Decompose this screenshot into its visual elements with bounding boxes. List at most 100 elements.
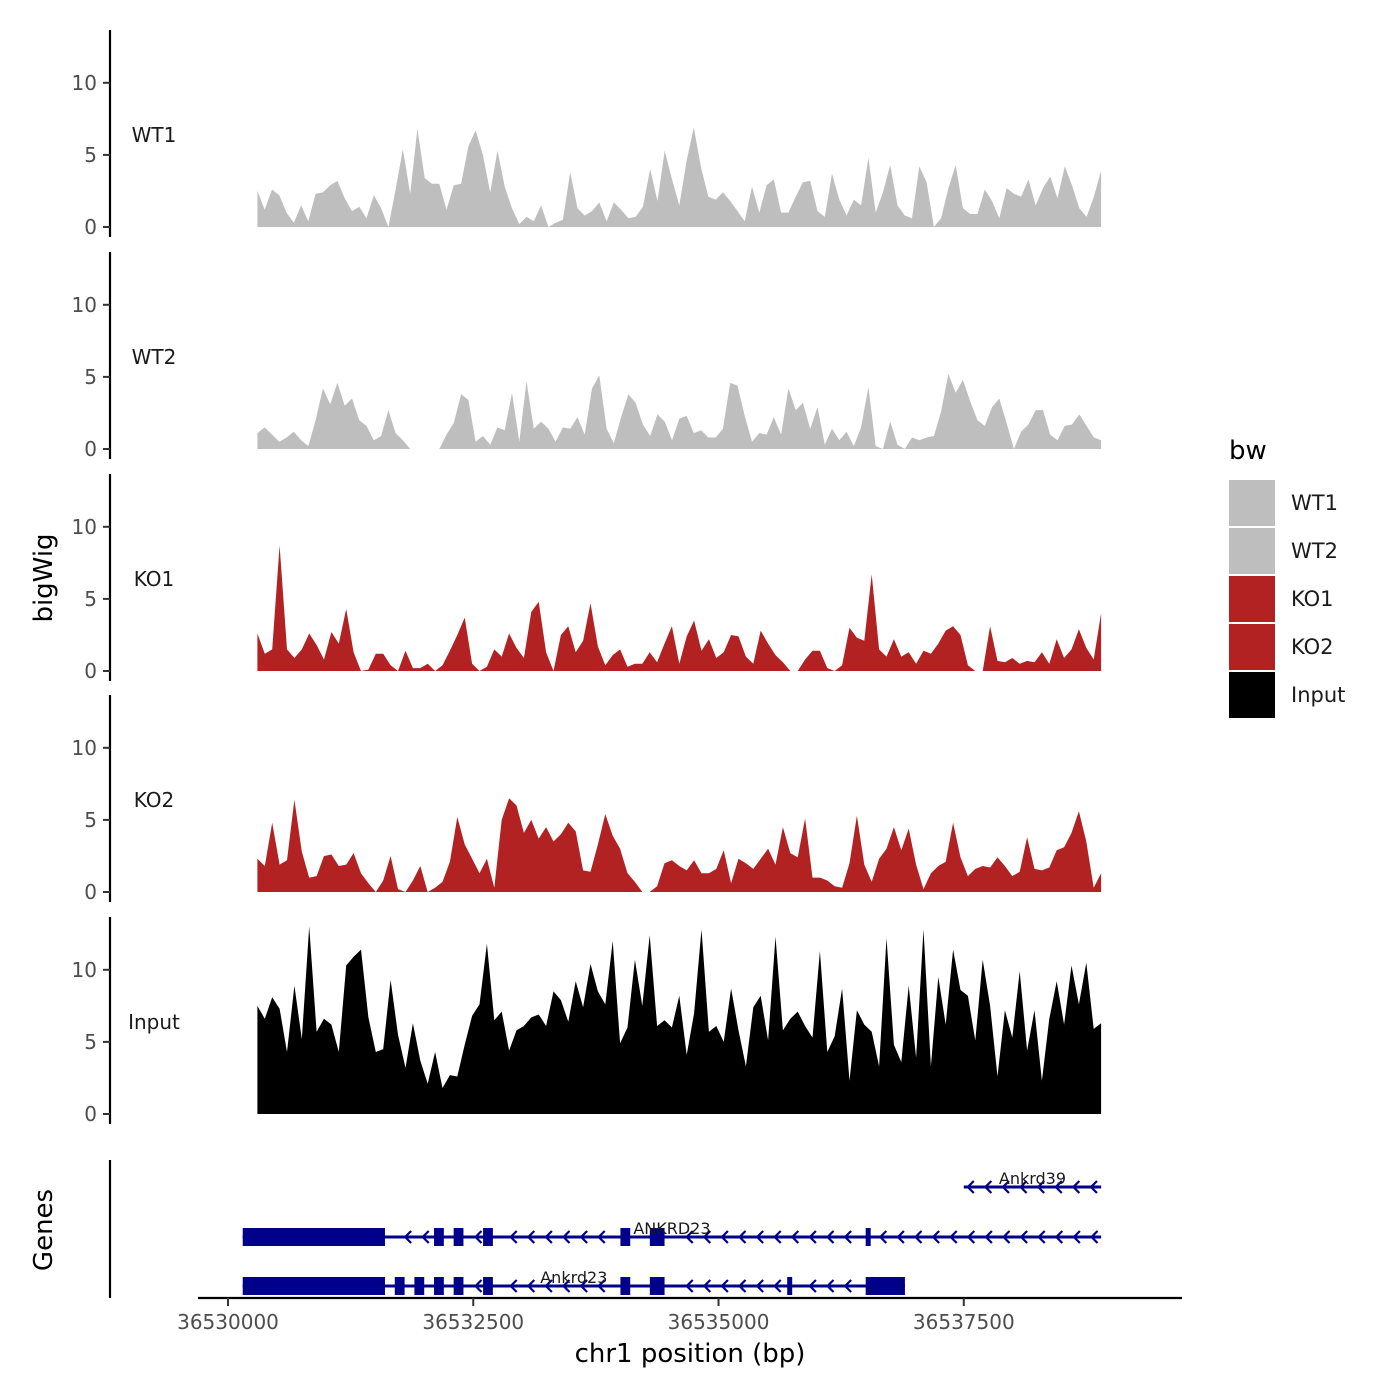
track-ko2: 0 5 10 KO2: [72, 695, 1102, 904]
gene-ankrd39-row1: Ankrd39: [963, 1169, 1102, 1194]
strand-arrow: [1037, 1230, 1046, 1244]
strand-arrow: [685, 1230, 694, 1244]
strand-arrow: [896, 1230, 905, 1244]
exon: [434, 1228, 444, 1246]
strand-arrow: [1089, 1180, 1098, 1194]
strand-arrow: [790, 1230, 800, 1244]
strand-arrow: [702, 1230, 712, 1244]
exon: [865, 1277, 905, 1295]
genes-axis-title: Genes: [29, 1189, 59, 1271]
strand-arrow: [1001, 1230, 1011, 1244]
x-tick-label: 36537500: [913, 1310, 1015, 1334]
y-tick-label: 10: [72, 515, 97, 539]
strand-arrow: [509, 1279, 518, 1293]
strand-arrow: [561, 1279, 571, 1293]
exon: [434, 1277, 444, 1295]
gene-label: Ankrd23: [540, 1268, 607, 1287]
exon: [414, 1277, 425, 1295]
y-tick-label: 10: [72, 293, 97, 317]
y-tick-label: 5: [84, 1030, 97, 1054]
track-wt2: 0 5 10 WT2: [72, 252, 1102, 461]
exon: [620, 1277, 631, 1295]
y-tick-label: 0: [84, 215, 97, 239]
strand-arrow: [579, 1279, 588, 1293]
strand-arrow: [737, 1230, 747, 1244]
strand-arrow: [403, 1230, 412, 1244]
strand-arrow: [825, 1279, 835, 1293]
strand-arrow: [773, 1279, 782, 1293]
exon: [865, 1228, 871, 1246]
strand-arrow: [843, 1230, 852, 1244]
strand-arrow: [685, 1279, 694, 1293]
legend-title: bw: [1229, 436, 1267, 466]
legend-label-ko1: KO1: [1291, 587, 1334, 611]
gene-label: ANKRD23: [633, 1219, 710, 1238]
strand-arrow: [773, 1230, 782, 1244]
strand-arrow: [597, 1279, 606, 1293]
strand-arrow: [878, 1230, 888, 1244]
strand-arrow: [720, 1230, 729, 1244]
strand-arrow: [1036, 1180, 1045, 1194]
exon: [453, 1277, 464, 1295]
legend-swatch-wt1: [1229, 480, 1275, 526]
strand-arrow: [984, 1230, 993, 1244]
strand-arrow: [473, 1230, 483, 1244]
strand-arrow: [1072, 1230, 1081, 1244]
track-label-wt1: WT1: [132, 123, 177, 147]
strand-arrow: [421, 1230, 430, 1244]
strand-arrow: [1071, 1180, 1081, 1194]
x-tick-label: 36530000: [177, 1310, 279, 1334]
gene-track: Ankrd39 ANKRD23 Ankrd23: [108, 1160, 1102, 1298]
strand-arrow: [1054, 1230, 1064, 1244]
exon: [787, 1277, 793, 1295]
track-label-ko2: KO2: [134, 788, 175, 812]
legend-swatch-wt2: [1229, 528, 1275, 574]
exon: [242, 1277, 385, 1295]
strand-arrow: [526, 1279, 536, 1293]
strand-arrow: [544, 1230, 553, 1244]
y-tick-label: 5: [84, 808, 97, 832]
strand-arrow: [702, 1279, 712, 1293]
strand-arrow: [1089, 1230, 1099, 1244]
y-tick-label: 0: [84, 1102, 97, 1126]
legend-label-input: Input: [1291, 683, 1345, 707]
legend-swatch-ko2: [1229, 624, 1275, 670]
strand-arrow: [561, 1230, 571, 1244]
exon: [483, 1228, 493, 1246]
strand-arrow: [755, 1230, 764, 1244]
y-tick-label: 0: [84, 659, 97, 683]
track-label-ko1: KO1: [134, 567, 175, 591]
strand-arrow: [755, 1279, 764, 1293]
exon: [649, 1277, 665, 1295]
y-tick-label: 0: [84, 880, 97, 904]
track-input: 0 5 10 Input: [72, 917, 1102, 1126]
x-axis: 36530000 36532500 36535000 36537500: [177, 1296, 1182, 1334]
x-axis-title: chr1 position (bp): [575, 1339, 806, 1369]
strand-arrow: [949, 1230, 958, 1244]
track-ko1: 0 5 10 KO1: [72, 474, 1102, 683]
strand-arrow: [825, 1230, 835, 1244]
strand-arrow: [544, 1279, 553, 1293]
area-ko1: [257, 545, 1102, 671]
strand-arrow: [966, 1180, 975, 1194]
strand-arrow: [983, 1180, 993, 1194]
strand-arrow: [597, 1230, 606, 1244]
strand-arrow: [1019, 1180, 1028, 1194]
strand-arrow: [843, 1279, 852, 1293]
area-input: [257, 926, 1102, 1114]
y-tick-label: 10: [72, 71, 97, 95]
legend-swatch-input: [1229, 672, 1275, 718]
bigwig-tracks: 0 5 10 WT1 0 5 10 WT2 0 5 10 KO1 0 5 10 KO2 0 5 10 Input: [72, 30, 1102, 1126]
strand-arrow: [737, 1279, 747, 1293]
y-tick-label: 0: [84, 437, 97, 461]
gene-ankrd23-row2: ANKRD23: [242, 1219, 1102, 1246]
strand-arrow: [808, 1230, 817, 1244]
strand-arrow: [526, 1230, 536, 1244]
exon: [242, 1228, 385, 1246]
y-axis-title: bigWig: [29, 533, 59, 622]
strand-arrow: [473, 1279, 483, 1293]
strand-arrow: [913, 1230, 923, 1244]
strand-arrow: [579, 1230, 588, 1244]
exon: [453, 1228, 464, 1246]
